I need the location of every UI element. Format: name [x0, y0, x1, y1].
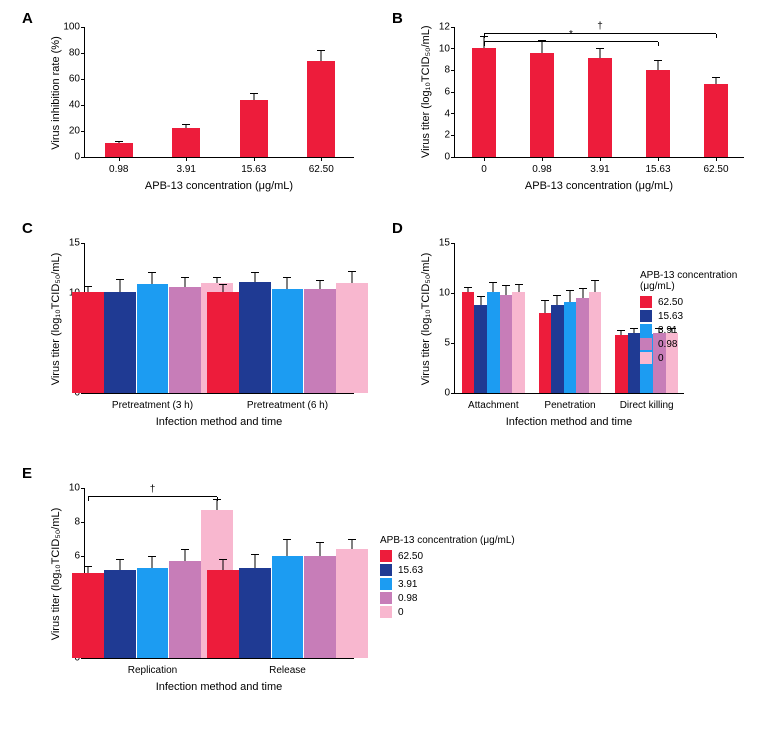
bar	[500, 295, 512, 393]
bar	[704, 84, 728, 157]
panel-B: B02468101200.983.9115.6362.50†*Virus tit…	[392, 10, 752, 210]
chart-area: 0246810ReplicationRelease†	[84, 489, 354, 659]
y-axis-label: Virus titer (log₁₀TCID₅₀/mL)	[50, 489, 62, 659]
panel-C: C051015Pretreatment (3 h)Pretreatment (6…	[22, 220, 372, 450]
legend-item: 3.91	[380, 578, 515, 590]
x-axis-label: Infection method and time	[454, 416, 684, 428]
x-tick-label: 0	[481, 164, 487, 175]
bar	[239, 568, 271, 658]
x-tick-label: 15.63	[645, 164, 670, 175]
bar	[307, 61, 335, 157]
legend-item: 15.63	[640, 310, 764, 322]
bar	[207, 292, 239, 393]
panel-A: A0204060801000.983.9115.6362.50Virus inh…	[22, 10, 372, 210]
chart-area: 051015Pretreatment (3 h)Pretreatment (6 …	[84, 244, 354, 394]
bar	[336, 549, 368, 658]
bar	[474, 305, 486, 393]
bar	[564, 302, 576, 393]
x-tick-label: Attachment	[468, 400, 519, 411]
bar	[487, 292, 499, 393]
legend: APB-13 concentration (μg/mL)62.5015.633.…	[380, 535, 515, 620]
legend-item: 62.50	[640, 296, 764, 308]
x-tick-label: Direct killing	[620, 400, 674, 411]
chart-area: 02468101200.983.9115.6362.50†*	[454, 28, 744, 158]
bar	[72, 292, 104, 393]
legend-item: 0	[640, 352, 764, 364]
bar	[240, 100, 268, 157]
figure: A0204060801000.983.9115.6362.50Virus inh…	[0, 0, 764, 741]
bar	[530, 53, 554, 157]
bar	[239, 282, 271, 393]
legend-item: 0.98	[380, 592, 515, 604]
bar	[588, 58, 612, 157]
bar	[272, 556, 304, 658]
bar	[304, 289, 336, 393]
x-tick-label: Release	[269, 665, 306, 676]
chart-area: 0204060801000.983.9115.6362.50	[84, 28, 354, 158]
bar	[104, 292, 136, 393]
x-tick-label: 0.98	[109, 164, 128, 175]
bar	[512, 292, 524, 393]
x-tick-label: 0.98	[532, 164, 551, 175]
bar	[169, 287, 201, 393]
legend-item: 62.50	[380, 550, 515, 562]
y-axis-label: Virus titer (log₁₀TCID₅₀/mL)	[50, 244, 62, 394]
bar	[646, 70, 670, 157]
x-tick-label: Pretreatment (3 h)	[112, 400, 193, 411]
bar	[137, 568, 169, 658]
x-axis-label: Infection method and time	[84, 416, 354, 428]
y-axis-label: Virus inhibition rate (%)	[50, 28, 62, 158]
panel-E: E0246810ReplicationRelease†Virus titer (…	[22, 465, 372, 715]
y-axis-label: Virus titer (log₁₀TCID₅₀/mL)	[420, 244, 432, 394]
bar	[628, 333, 640, 393]
x-axis-label: Infection method and time	[84, 681, 354, 693]
y-axis-label: Virus titer (log₁₀TCID₅₀/mL)	[420, 28, 432, 158]
bar	[105, 143, 133, 157]
bar	[137, 284, 169, 393]
x-tick-label: 15.63	[241, 164, 266, 175]
bar	[576, 298, 588, 393]
bar	[169, 561, 201, 658]
bar	[272, 289, 304, 393]
bar	[589, 292, 601, 393]
bar	[539, 313, 551, 393]
x-tick-label: 3.91	[177, 164, 196, 175]
bar	[72, 573, 104, 658]
legend-item: 3.91	[640, 324, 764, 336]
legend-item: 0	[380, 606, 515, 618]
legend-item: 0.98	[640, 338, 764, 350]
x-tick-label: Replication	[128, 665, 177, 676]
bar	[462, 292, 474, 393]
x-axis-label: APB-13 concentration (μg/mL)	[454, 180, 744, 192]
bar	[172, 128, 200, 157]
x-tick-label: 62.50	[309, 164, 334, 175]
bar	[615, 335, 627, 393]
bar	[551, 305, 563, 393]
bar	[104, 570, 136, 658]
legend-item: 15.63	[380, 564, 515, 576]
bar	[207, 570, 239, 658]
x-tick-label: Pretreatment (6 h)	[247, 400, 328, 411]
x-tick-label: Penetration	[544, 400, 595, 411]
bar	[304, 556, 336, 658]
bar	[472, 48, 496, 157]
bar	[336, 283, 368, 393]
x-axis-label: APB-13 concentration (μg/mL)	[84, 180, 354, 192]
x-tick-label: 62.50	[703, 164, 728, 175]
x-tick-label: 3.91	[590, 164, 609, 175]
legend: APB-13 concentration (μg/mL)62.5015.633.…	[640, 270, 764, 366]
